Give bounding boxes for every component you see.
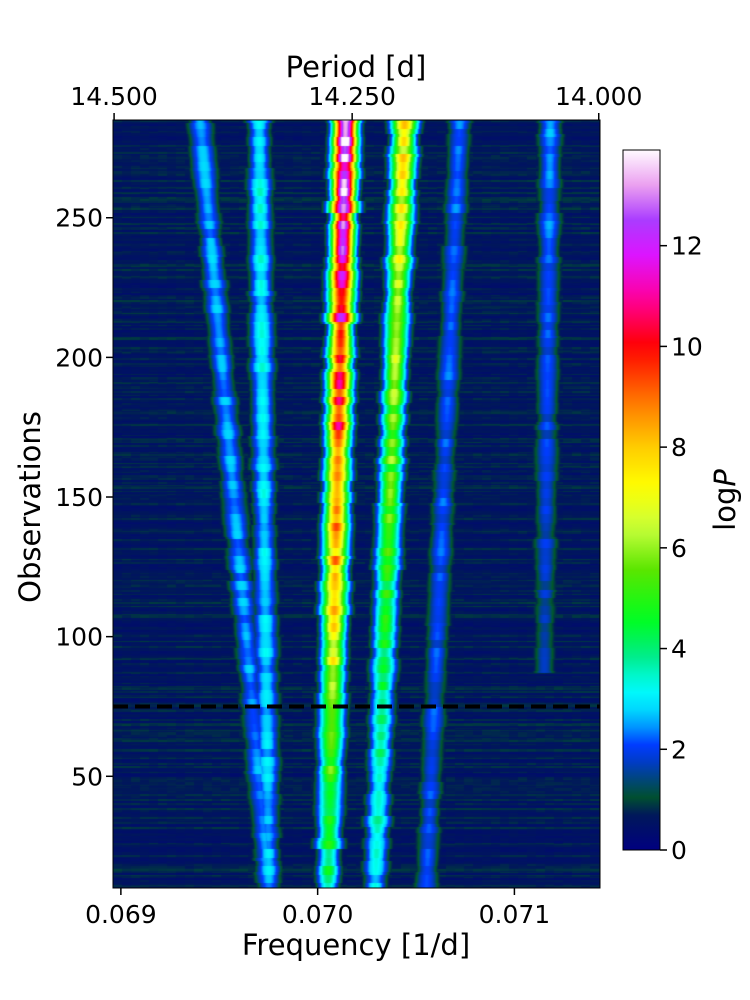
colorbar: 0 2 4 6 8 10 12 logP — [622, 149, 742, 865]
y-axis-left: 50 100 150 200 250 — [55, 204, 113, 791]
y-tick-label: 200 — [55, 343, 103, 372]
heatmap-plot-area — [112, 119, 601, 889]
colorbar-title-variable: P — [708, 469, 742, 487]
colorbar-tick-label: 0 — [671, 836, 687, 865]
y-tick-label: 50 — [71, 762, 103, 791]
period-tick-label: 14.250 — [308, 82, 395, 111]
y-tick-label: 250 — [55, 204, 103, 233]
colorbar-tick-label: 8 — [671, 433, 687, 462]
plot-frame — [112, 119, 601, 889]
colorbar-tick-label: 12 — [671, 232, 703, 261]
x-axis-top-period: 14.500 14.250 14.000 — [70, 82, 642, 120]
colorbar-title: logP — [708, 469, 742, 531]
colorbar-gradient — [622, 149, 661, 851]
colorbar-title-prefix: log — [708, 487, 742, 531]
colorbar-ticks: 0 2 4 6 8 10 12 — [660, 232, 703, 865]
period-tick-label: 14.000 — [555, 82, 642, 111]
x-tick-label: 0.071 — [479, 900, 551, 929]
colorbar-tick-label: 4 — [671, 635, 687, 664]
colorbar-tick-label: 6 — [671, 534, 687, 563]
heatmap-canvas — [113, 120, 600, 888]
colorbar-tick-label: 2 — [671, 735, 687, 764]
x-axis-title: Frequency [1/d] — [242, 928, 470, 962]
x2-axis-title: Period [d] — [286, 50, 427, 84]
x-axis-bottom: 0.069 0.070 0.071 — [85, 888, 550, 929]
y-tick-label: 100 — [55, 623, 103, 652]
y-tick-label: 150 — [55, 483, 103, 512]
period-tick-label: 14.500 — [70, 82, 157, 111]
x-tick-label: 0.069 — [85, 900, 157, 929]
x-tick-label: 0.070 — [282, 900, 354, 929]
y-axis-title: Observations — [13, 411, 47, 603]
colorbar-tick-label: 10 — [671, 332, 703, 361]
